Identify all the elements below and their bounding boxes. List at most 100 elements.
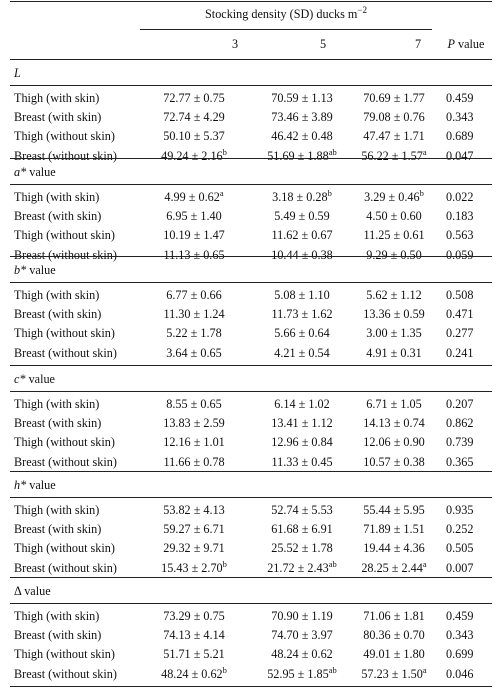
value-sd3: 5.22 ± 1.78 bbox=[140, 326, 248, 341]
value-sd7: 55.44 ± 5.95 bbox=[340, 503, 448, 518]
value-sd3-number: 10.19 ± 1.47 bbox=[163, 228, 225, 243]
value-sd7-number: 3.29 ± 0.46 bbox=[364, 190, 420, 204]
row-label: Breast (with skin) bbox=[14, 110, 102, 125]
section-label-rule bbox=[10, 603, 492, 604]
section-label: c* value bbox=[14, 372, 55, 387]
value-sd5-number: 61.68 ± 6.91 bbox=[271, 522, 333, 537]
value-sd3: 8.55 ± 0.65 bbox=[140, 397, 248, 412]
value-sd7: 71.06 ± 1.81 bbox=[340, 609, 448, 624]
value-sd3: 59.27 ± 6.71 bbox=[140, 522, 248, 537]
value-sd5-number: 4.21 ± 0.54 bbox=[274, 345, 330, 360]
stocking-density-title: Stocking density (SD) ducks m bbox=[205, 7, 358, 21]
value-sd7-significance-letter: a bbox=[422, 558, 427, 569]
value-sd5-number: 11.73 ± 1.62 bbox=[271, 307, 333, 322]
section-label-text: value bbox=[26, 165, 56, 179]
value-sd5-number: 5.08 ± 1.10 bbox=[274, 288, 330, 302]
table-row: Breast (with skin) 59.27 ± 6.71 61.68 ± 6.… bbox=[0, 522, 500, 540]
value-sd3: 4.99 ± 0.62a bbox=[140, 187, 248, 205]
value-sd5: 11.33 ± 0.45 bbox=[248, 455, 356, 470]
section-divider-rule bbox=[10, 471, 492, 472]
value-sd5: 11.73 ± 1.62 bbox=[248, 307, 356, 322]
table-row: Thigh (with skin) 6.77 ± 0.66 5.08 ± 1.10 5… bbox=[0, 288, 500, 306]
value-sd7-significance-letter: b bbox=[419, 187, 424, 198]
p-value: 0.022 bbox=[446, 190, 474, 204]
value-sd7-significance-letter: a bbox=[422, 146, 427, 157]
row-label: Thigh (without skin) bbox=[14, 541, 115, 556]
value-sd5: 52.74 ± 5.53 bbox=[248, 503, 356, 518]
value-sd5: 46.42 ± 0.48 bbox=[248, 129, 356, 144]
column-header-5: 5 bbox=[320, 37, 327, 51]
value-sd3-number: 5.22 ± 1.78 bbox=[166, 326, 222, 341]
value-sd7: 49.01 ± 1.80 bbox=[340, 647, 448, 662]
value-sd3-number: 13.83 ± 2.59 bbox=[163, 416, 225, 431]
value-sd3-number: 48.24 ± 0.62 bbox=[161, 666, 223, 681]
table-row: Breast (with skin) 74.13 ± 4.14 74.70 ± 3.… bbox=[0, 628, 500, 646]
value-sd7-number: 71.06 ± 1.81 bbox=[363, 609, 425, 623]
value-sd3-number: 49.24 ± 2.16 bbox=[161, 148, 223, 163]
value-sd5: 61.68 ± 6.91 bbox=[248, 522, 356, 537]
section-label-text: Δ value bbox=[14, 584, 51, 598]
value-sd7: 4.91 ± 0.31 bbox=[340, 346, 448, 361]
p-value: 0.183 bbox=[446, 209, 474, 224]
section-label-symbol: a* bbox=[14, 165, 27, 179]
value-sd7: 12.06 ± 0.90 bbox=[340, 435, 448, 450]
value-sd7: 4.50 ± 0.60 bbox=[340, 209, 448, 224]
value-sd3-significance-letter: b bbox=[222, 558, 227, 569]
value-sd5: 5.49 ± 0.59 bbox=[248, 209, 356, 224]
value-sd7: 13.36 ± 0.59 bbox=[340, 307, 448, 322]
section-label: b* value bbox=[14, 263, 56, 278]
value-sd3: 6.95 ± 1.40 bbox=[140, 209, 248, 224]
value-sd3: 72.77 ± 0.75 bbox=[140, 91, 248, 106]
row-label: Breast (without skin) bbox=[14, 454, 117, 469]
value-sd3: 15.43 ± 2.70b bbox=[140, 558, 248, 576]
value-sd5: 52.95 ± 1.85ab bbox=[248, 665, 356, 682]
row-label: Thigh (without skin) bbox=[14, 228, 115, 243]
value-sd3-number: 72.74 ± 4.29 bbox=[163, 110, 225, 125]
value-sd3-significance-letter: b bbox=[222, 146, 227, 157]
top-rule bbox=[10, 1, 492, 2]
value-sd5: 5.66 ± 0.64 bbox=[248, 326, 356, 341]
row-label: Breast (with skin) bbox=[14, 522, 102, 537]
value-sd5: 13.41 ± 1.12 bbox=[248, 416, 356, 431]
row-label: Thigh (with skin) bbox=[14, 609, 100, 623]
value-sd3: 74.13 ± 4.14 bbox=[140, 628, 248, 643]
p-value: 0.343 bbox=[446, 110, 474, 125]
value-sd7-number: 70.69 ± 1.77 bbox=[363, 91, 425, 105]
value-sd5-significance-letter: ab bbox=[328, 558, 337, 569]
value-sd5-number: 12.96 ± 0.84 bbox=[271, 435, 333, 450]
section-divider-rule bbox=[10, 158, 492, 159]
value-sd5: 73.46 ± 3.89 bbox=[248, 110, 356, 125]
bottom-rule bbox=[10, 686, 492, 687]
table-row: Thigh (without skin) 5.22 ± 1.78 5.66 ± 0.… bbox=[0, 326, 500, 344]
value-sd3-number: 11.13 ± 0.65 bbox=[163, 247, 225, 262]
section-label-symbol: h* bbox=[14, 478, 27, 492]
value-sd7-number: 19.44 ± 4.36 bbox=[363, 541, 425, 556]
value-sd5-number: 10.44 ± 0.38 bbox=[271, 247, 333, 262]
p-value-header: P value bbox=[447, 37, 485, 51]
value-sd7: 56.22 ± 1.57a bbox=[340, 146, 448, 164]
value-sd5-number: 70.90 ± 1.19 bbox=[271, 609, 333, 623]
value-sd7-number: 56.22 ± 1.57 bbox=[361, 148, 423, 163]
value-sd7: 10.57 ± 0.38 bbox=[340, 455, 448, 470]
value-sd7-number: 11.25 ± 0.61 bbox=[363, 228, 425, 243]
value-sd3-number: 8.55 ± 0.65 bbox=[166, 397, 222, 411]
value-sd5: 70.59 ± 1.13 bbox=[248, 91, 356, 106]
value-sd5-number: 51.69 ± 1.88 bbox=[267, 148, 329, 163]
table-row: Breast (without skin) 11.13 ± 0.65 10.44 ±… bbox=[0, 248, 500, 266]
value-sd3-number: 6.77 ± 0.66 bbox=[166, 288, 222, 302]
row-label: Thigh (with skin) bbox=[14, 91, 100, 105]
value-sd7-number: 6.71 ± 1.05 bbox=[366, 397, 422, 411]
value-sd7: 11.25 ± 0.61 bbox=[340, 228, 448, 243]
value-sd3-number: 29.32 ± 9.71 bbox=[163, 541, 225, 556]
value-sd5: 3.18 ± 0.28b bbox=[248, 189, 356, 205]
value-sd5-number: 13.41 ± 1.12 bbox=[271, 416, 333, 431]
value-sd5: 4.21 ± 0.54 bbox=[248, 346, 356, 361]
table-row: Breast (without skin) 11.66 ± 0.78 11.33 ±… bbox=[0, 455, 500, 473]
value-sd7-number: 71.89 ± 1.51 bbox=[363, 522, 425, 537]
value-sd7-number: 5.62 ± 1.12 bbox=[366, 288, 422, 302]
row-label: Breast (without skin) bbox=[14, 560, 117, 575]
value-sd3-significance-letter: a bbox=[219, 187, 224, 198]
value-sd3-number: 74.13 ± 4.14 bbox=[163, 628, 225, 643]
value-sd7-number: 4.91 ± 0.31 bbox=[366, 345, 422, 360]
